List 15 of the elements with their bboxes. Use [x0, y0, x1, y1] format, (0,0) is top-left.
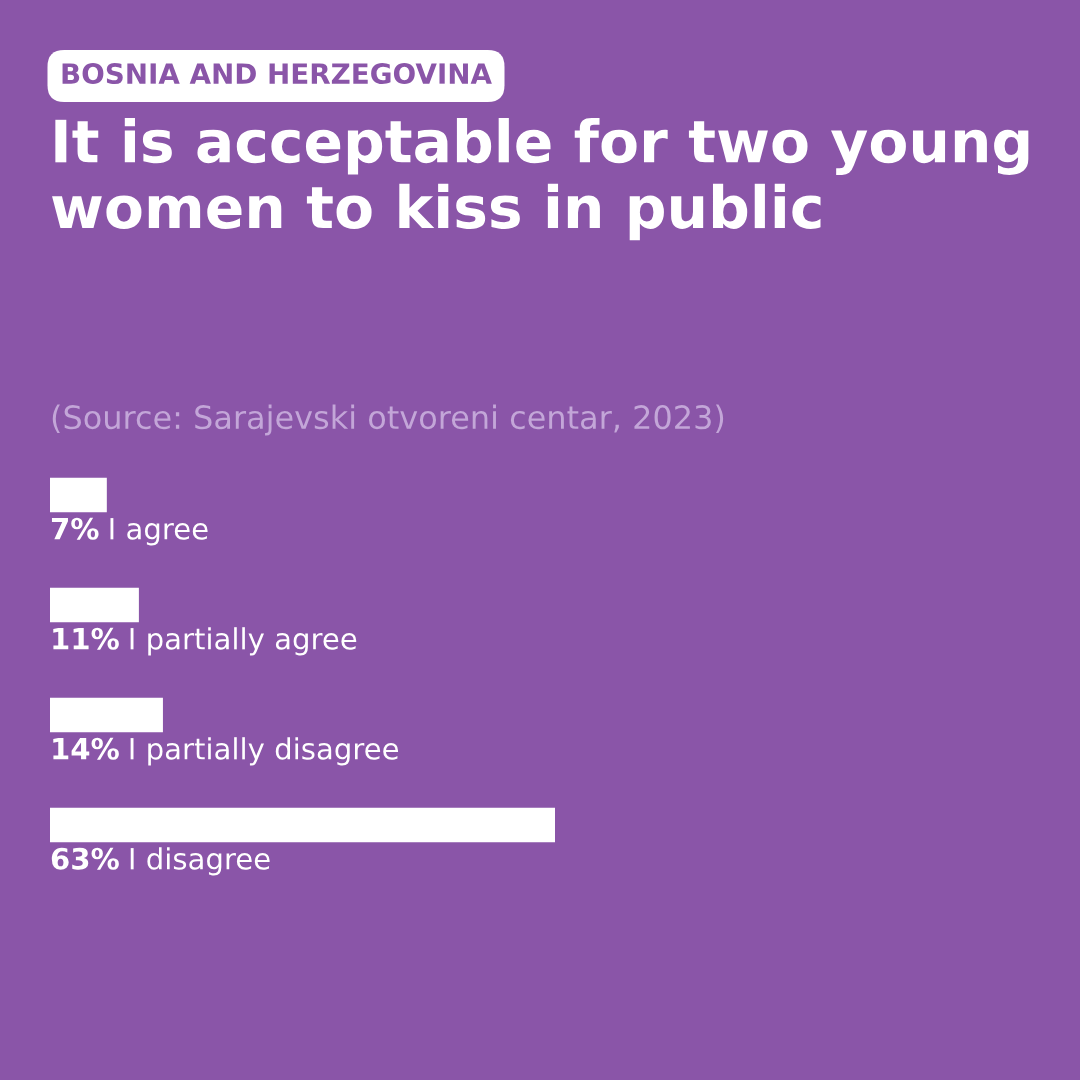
y-tick-label: I partially agree [130, 627, 357, 656]
y-tick-label: I disagree [130, 847, 270, 876]
y-tick-label: I agree [110, 518, 208, 546]
y-tick-label: I partially disagree [130, 737, 399, 766]
data-label: 11% [53, 627, 119, 650]
data-label: 63% [51, 847, 119, 870]
bar [50, 477, 107, 513]
data-label: 14% [53, 737, 119, 760]
data-label: 7% [51, 517, 99, 540]
chart-subtitle: BOSNIA AND HERZEGOVINA [62, 63, 492, 85]
bar [50, 807, 555, 843]
bar [50, 587, 139, 623]
bar [50, 697, 163, 733]
chart-title: It is acceptable for two young women to kiss in public [52, 118, 1029, 241]
text: (Source: Sarajevski otvoreni centar, 2023) [52, 404, 724, 436]
